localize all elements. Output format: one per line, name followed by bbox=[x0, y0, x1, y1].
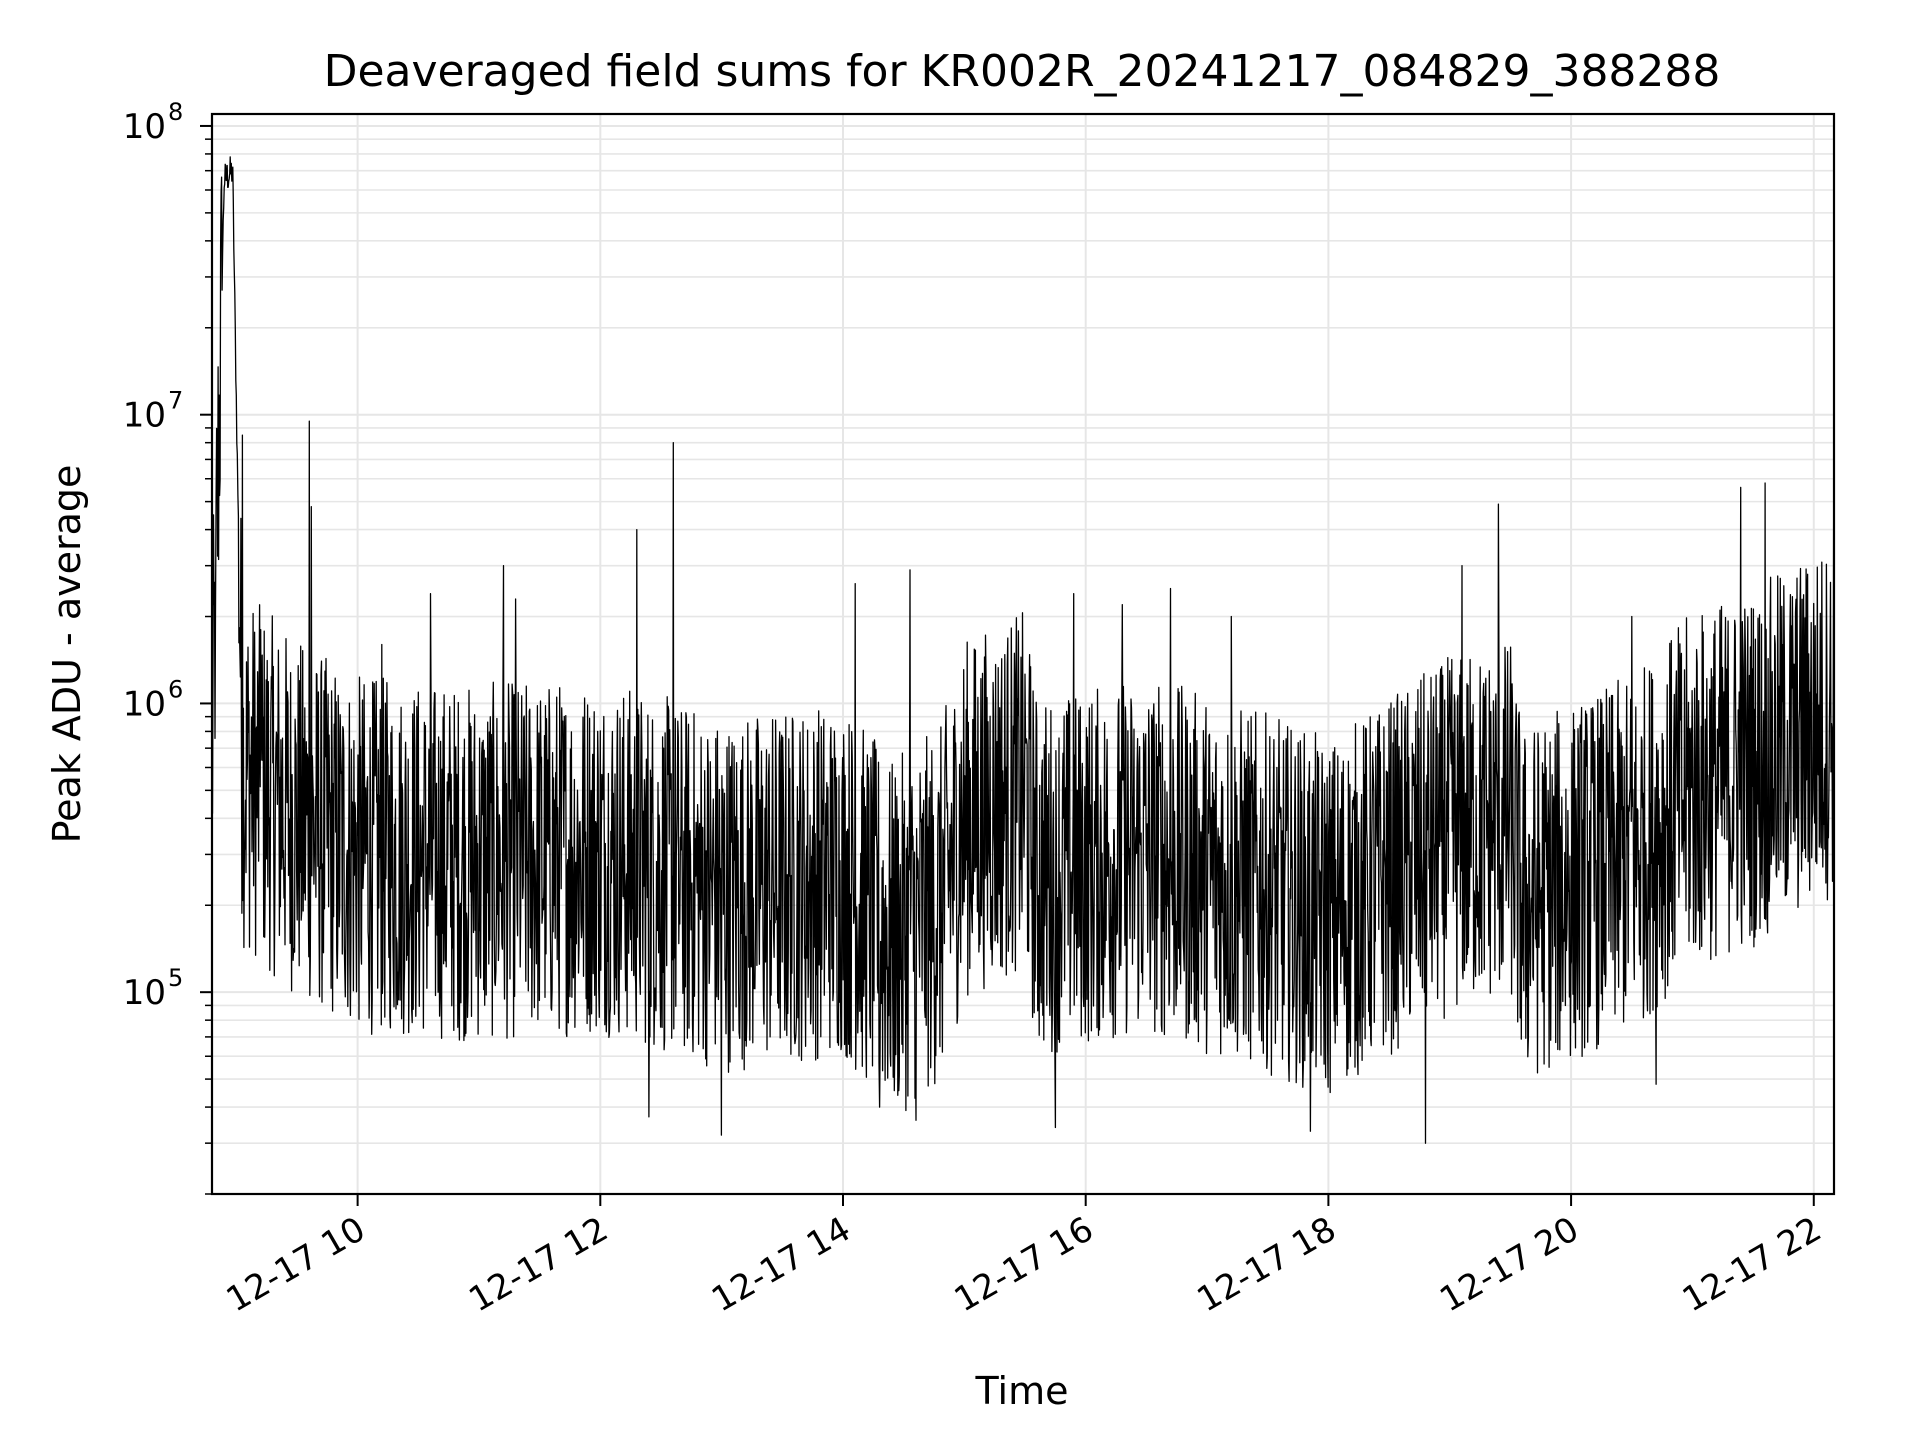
y-tick-label: 10 bbox=[123, 973, 166, 1013]
grid bbox=[212, 114, 1834, 1195]
y-tick-exponent: 7 bbox=[168, 387, 183, 415]
x-axis-label: Time bbox=[975, 1369, 1069, 1413]
y-tick-exponent: 5 bbox=[168, 964, 183, 992]
y-tick-label: 10 bbox=[123, 396, 166, 436]
y-tick-label: 10 bbox=[123, 684, 166, 724]
series-line bbox=[211, 156, 1835, 1144]
y-tick-exponent: 8 bbox=[168, 98, 183, 126]
y-tick-label: 10 bbox=[123, 107, 166, 147]
y-axis-label: Peak ADU - average bbox=[45, 465, 89, 844]
y-tick-exponent: 6 bbox=[168, 675, 183, 703]
plot-frame bbox=[210, 112, 1836, 1196]
series-layer bbox=[211, 156, 1835, 1144]
chart-title: Deaveraged field sums for KR002R_2024121… bbox=[324, 46, 1721, 97]
